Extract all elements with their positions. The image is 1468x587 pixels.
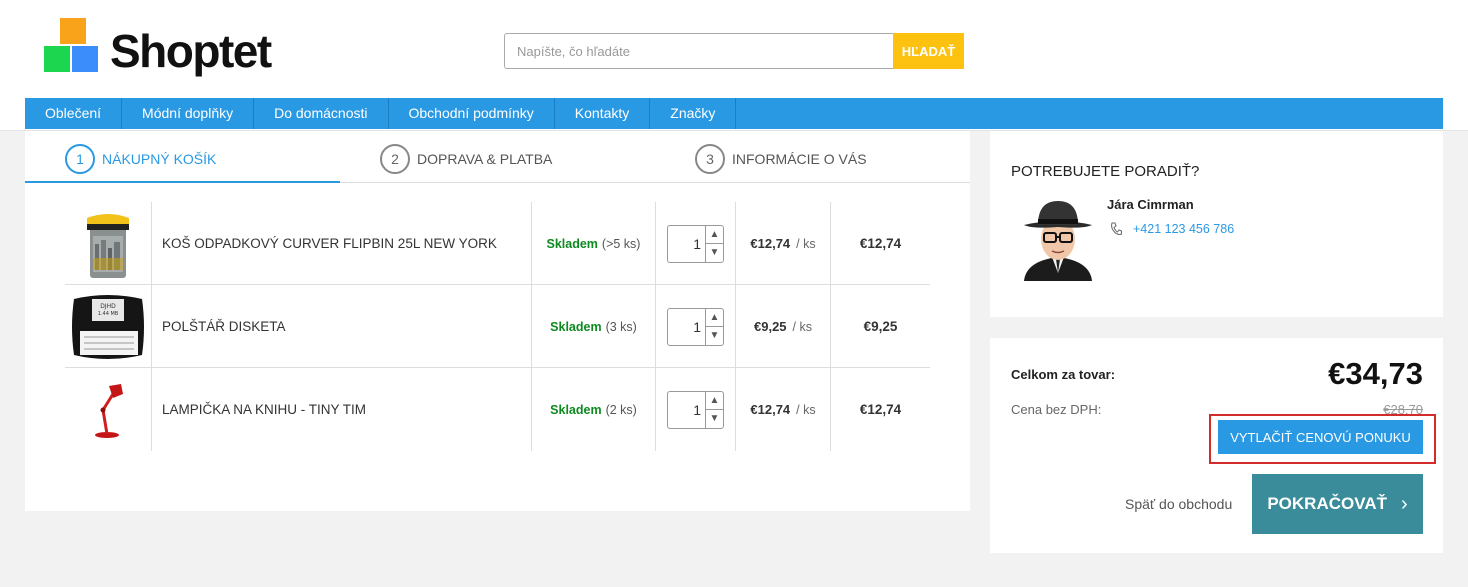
- quantity-cell: 1 ▲ ▼: [656, 202, 736, 285]
- advisor-title: POTREBUJETE PORADIŤ?: [1011, 163, 1200, 180]
- line-total: €12,74: [859, 236, 902, 251]
- advisor-box: POTREBUJETE PORADIŤ? Jára Cimrman +421 1…: [990, 131, 1443, 317]
- stock-status: Skladem: [550, 402, 602, 417]
- unit-label: / ks: [796, 236, 816, 251]
- continue-button[interactable]: POKRAČOVAŤ ›: [1252, 474, 1423, 534]
- nav-item-znacky[interactable]: Značky: [650, 98, 737, 129]
- logo-square-green: [44, 46, 70, 72]
- site-header: Shoptet HĽADAŤ Oblečení Módní doplňky Do…: [0, 0, 1468, 131]
- unit-price-cell: €9,25 / ks: [736, 285, 831, 368]
- unit-price: €12,74: [750, 402, 791, 417]
- cart-row: KOŠ ODPADKOVÝ CURVER FLIPBIN 25L NEW YOR…: [65, 202, 930, 285]
- cart-row: DJHD 1.44 MB POLŠTÁŘ DISKETA Skladem (3 …: [65, 285, 930, 368]
- step-customer-info[interactable]: 3 INFORMÁCIE O VÁS: [695, 144, 867, 174]
- trash-bin-image[interactable]: [83, 208, 133, 280]
- step-cart[interactable]: 1 NÁKUPNÝ KOŠÍK: [65, 144, 216, 174]
- logo-square-blue: [72, 46, 98, 72]
- step-number: 1: [65, 144, 95, 174]
- product-name-link[interactable]: POLŠTÁŘ DISKETA: [152, 285, 532, 368]
- chevron-down-icon[interactable]: ▼: [705, 243, 723, 262]
- stock-quantity: (3 ks): [605, 319, 637, 334]
- phone-icon: [1111, 222, 1122, 235]
- chevron-right-icon: ›: [1400, 492, 1408, 515]
- unit-price-cell: €12,74 / ks: [736, 368, 831, 451]
- total-value: €34,73: [1328, 356, 1423, 391]
- red-lamp-image[interactable]: [85, 380, 131, 440]
- svg-text:1.44 MB: 1.44 MB: [98, 311, 119, 317]
- search-input[interactable]: [504, 33, 893, 69]
- shoptet-logo[interactable]: Shoptet: [44, 18, 284, 82]
- stock-availability: Skladem (3 ks): [532, 285, 656, 368]
- quantity-value[interactable]: 1: [693, 401, 701, 418]
- unit-label: / ks: [796, 402, 816, 417]
- advisor-phone[interactable]: +421 123 456 786: [1133, 222, 1235, 236]
- step-number: 3: [695, 144, 725, 174]
- nav-item-kontakty[interactable]: Kontakty: [555, 98, 651, 129]
- step-label: DOPRAVA & PLATBA: [417, 151, 553, 167]
- continue-label: POKRAČOVAŤ: [1267, 494, 1387, 513]
- product-name-link[interactable]: LAMPIČKA NA KNIHU - TINY TIM: [152, 368, 532, 451]
- step-label: NÁKUPNÝ KOŠÍK: [102, 151, 217, 167]
- stock-availability: Skladem (2 ks): [532, 368, 656, 451]
- unit-price: €9,25: [754, 319, 787, 334]
- checkout-steps: 1 NÁKUPNÝ KOŠÍK 2 DOPRAVA & PLATBA 3 INF…: [25, 131, 970, 183]
- vat-value: €28,70: [1383, 402, 1423, 417]
- product-image-cell[interactable]: [65, 202, 152, 285]
- logo-square-orange: [60, 18, 86, 44]
- search-bar: HĽADAŤ: [504, 33, 964, 69]
- print-quote-button[interactable]: VYTLAČIŤ CENOVÚ PONUKU: [1218, 420, 1423, 454]
- quantity-stepper[interactable]: 1 ▲ ▼: [667, 307, 724, 346]
- stock-status: Skladem: [550, 319, 602, 334]
- floppy-pillow-image[interactable]: DJHD 1.44 MB: [70, 293, 146, 361]
- advisor-name: Jára Cimrman: [1107, 197, 1194, 212]
- quantity-stepper[interactable]: 1 ▲ ▼: [667, 390, 724, 429]
- chevron-up-icon[interactable]: ▲: [705, 225, 723, 244]
- quantity-cell: 1 ▲ ▼: [656, 368, 736, 451]
- step-number: 2: [380, 144, 410, 174]
- main-nav: Oblečení Módní doplňky Do domácnosti Obc…: [25, 98, 1443, 129]
- advisor-avatar: [1020, 197, 1096, 281]
- product-name-link[interactable]: KOŠ ODPADKOVÝ CURVER FLIPBIN 25L NEW YOR…: [152, 202, 532, 285]
- nav-item-do-domacnosti[interactable]: Do domácnosti: [254, 98, 389, 129]
- stock-quantity: (2 ks): [605, 402, 637, 417]
- total-label: Celkom za tovar:: [1011, 367, 1116, 382]
- product-image-cell[interactable]: DJHD 1.44 MB: [65, 285, 152, 368]
- svg-text:DJHD: DJHD: [100, 303, 116, 310]
- quantity-value[interactable]: 1: [693, 318, 701, 335]
- chevron-up-icon[interactable]: ▲: [705, 391, 723, 410]
- nav-item-modni-doplnky[interactable]: Módní doplňky: [122, 98, 255, 129]
- line-total: €12,74: [859, 402, 902, 417]
- vat-label: Cena bez DPH:: [1011, 402, 1102, 417]
- quantity-value[interactable]: 1: [693, 235, 701, 252]
- chevron-down-icon[interactable]: ▼: [705, 409, 723, 428]
- unit-price-cell: €12,74 / ks: [736, 202, 831, 285]
- step-shipping-payment[interactable]: 2 DOPRAVA & PLATBA: [380, 144, 552, 174]
- line-total: €9,25: [863, 319, 898, 334]
- stock-quantity: (>5 ks): [601, 236, 641, 251]
- cart-panel: 1 NÁKUPNÝ KOŠÍK 2 DOPRAVA & PLATBA 3 INF…: [25, 131, 970, 511]
- chevron-down-icon[interactable]: ▼: [705, 326, 723, 345]
- cart-table: KOŠ ODPADKOVÝ CURVER FLIPBIN 25L NEW YOR…: [65, 202, 930, 451]
- search-button[interactable]: HĽADAŤ: [893, 33, 964, 69]
- quantity-cell: 1 ▲ ▼: [656, 285, 736, 368]
- unit-label: / ks: [792, 319, 812, 334]
- chevron-up-icon[interactable]: ▲: [705, 308, 723, 327]
- active-step-underline: [25, 181, 340, 183]
- stock-status: Skladem: [546, 236, 598, 251]
- product-image-cell[interactable]: [65, 368, 152, 451]
- back-to-shop-link[interactable]: Späť do obchodu: [1125, 496, 1233, 512]
- quantity-stepper[interactable]: 1 ▲ ▼: [667, 224, 724, 263]
- cart-row: LAMPIČKA NA KNIHU - TINY TIM Skladem (2 …: [65, 368, 930, 451]
- nav-item-obchodni-podminky[interactable]: Obchodní podmínky: [389, 98, 555, 129]
- step-label: INFORMÁCIE O VÁS: [732, 151, 867, 167]
- stock-availability: Skladem (>5 ks): [532, 202, 656, 285]
- unit-price: €12,74: [750, 236, 791, 251]
- cart-summary: Celkom za tovar: €34,73 Cena bez DPH: €2…: [990, 338, 1443, 553]
- nav-item-obleceni[interactable]: Oblečení: [25, 98, 123, 129]
- logo-wordmark: Shoptet: [110, 25, 272, 77]
- advisor-phone-link[interactable]: +421 123 456 786: [1110, 222, 1234, 236]
